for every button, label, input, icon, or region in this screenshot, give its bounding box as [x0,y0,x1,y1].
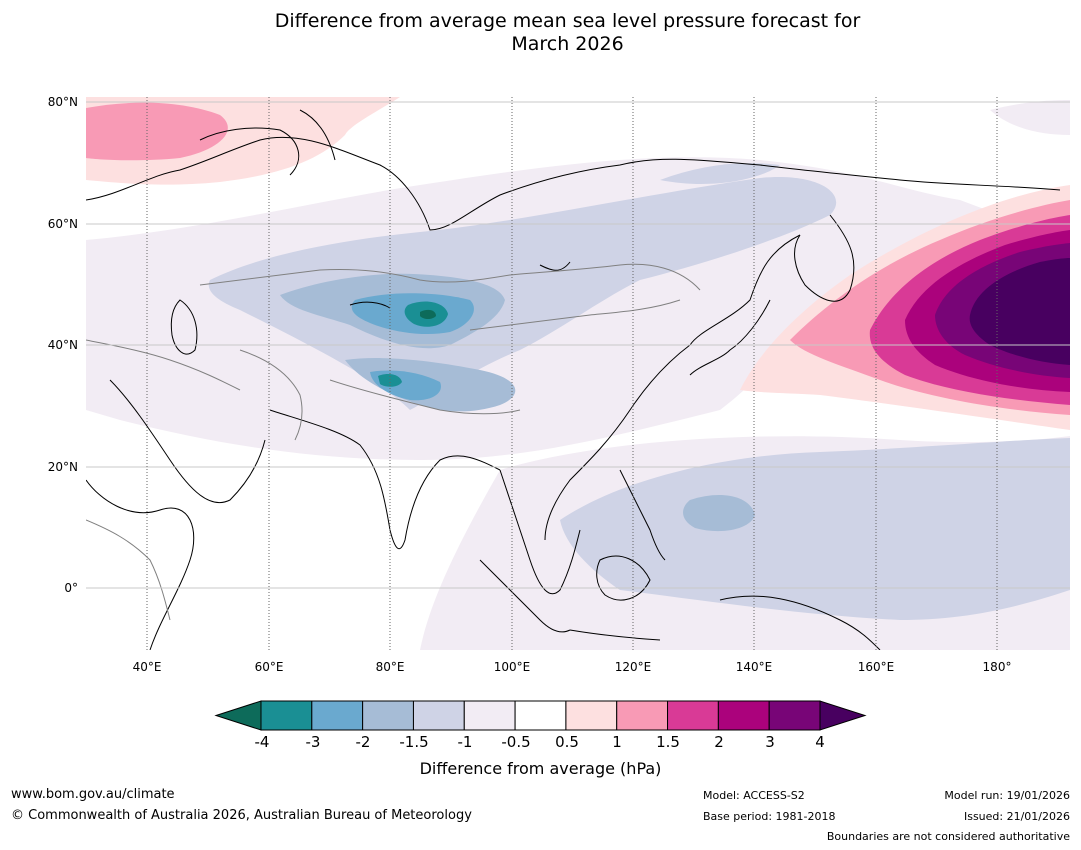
coastlines [86,109,1061,650]
positive-anomaly-fields [86,97,1070,430]
issued-text: Issued: 21/01/2026 [963,810,1070,823]
lat-label-80n: 80°N [47,95,78,109]
border-himalaya [329,379,521,415]
coastline-java [569,629,661,641]
negative-anomaly-fields [86,100,1070,650]
colorbar-tick: 3 [765,733,775,751]
border-mongolia-china [469,299,681,331]
coastline-novaya-zemlya [299,109,336,161]
anomaly-area-neg-1-south [560,438,1070,620]
coastline-philippines [619,469,666,561]
chart-title: Difference from average mean sea level p… [0,10,1081,56]
anomaly-area-neg-1_5-c [683,495,755,532]
colorbar-tick: -4 [254,733,270,751]
lon-label-160e: 160°E [857,660,895,674]
longitude-gridlines [146,97,998,650]
colorbar-tick: 2 [714,733,724,751]
coastline-kamchatka [794,214,855,302]
model-text: Model: ACCESS-S2 [703,789,805,802]
colorbar-under-arrow [214,700,262,731]
anomaly-area-neg-1 [208,177,837,410]
coastline-borneo [596,555,651,601]
lon-label-140e: 140°E [735,660,773,674]
coastline-japan [689,299,771,376]
coastline-eurasia-north [86,136,1061,231]
anomaly-area-neg-0_5-north [990,100,1070,135]
anomaly-area-neg-1-north [660,163,780,185]
border-central-asia [199,263,701,291]
coastline-new-guinea [719,595,881,650]
latitude-gridlines [86,101,1070,589]
lon-label-40e: 40°E [132,660,162,674]
lon-label-120e: 120°E [614,660,652,674]
colorbar-segments [260,700,821,731]
colorbar-segment [667,700,719,731]
copyright-text: © Commonwealth of Australia 2026, Austra… [11,808,472,823]
colorbar-segment [412,700,465,731]
country-borders [86,263,701,621]
coastline-africa-east [86,479,195,650]
coastline-baikal [539,261,571,271]
colorbar-segment [565,700,618,731]
colorbar-tick: -2 [355,733,371,751]
lon-label-60e: 60°E [254,660,284,674]
pressure-anomaly-map [86,97,1070,650]
colorbar-label: Difference from average (hPa) [419,759,662,778]
colorbar-tick: -1.5 [399,733,429,751]
colorbar-tick: -0.5 [501,733,531,751]
anomaly-area-neg-4 [420,309,436,319]
colorbar [214,700,867,731]
title-line-1: Difference from average mean sea level p… [274,10,861,32]
base-period-text: Base period: 1981-2018 [703,810,836,823]
lon-label-100e: 100°E [493,660,531,674]
coastline-arabia [109,379,266,504]
colorbar-tick: -1 [457,733,473,751]
colorbar-tick: 0.5 [555,733,579,751]
colorbar-tick: 1.5 [656,733,680,751]
colorbar-tick: 4 [815,733,825,751]
website-link[interactable]: www.bom.gov.au/climate [11,787,175,802]
lon-label-80e: 80°E [375,660,405,674]
coastline-caspian [170,299,198,355]
colorbar-segment [260,700,313,731]
coastline-lake-balkhash [349,301,391,309]
colorbar-segment [311,700,364,731]
colorbar-segment [768,700,821,731]
lat-label-0: 0° [64,581,78,595]
coastline-sumatra [479,559,571,633]
colorbar-tick: 1 [612,733,622,751]
lat-label-60n: 60°N [47,217,78,231]
title-line-2: March 2026 [511,33,624,55]
lon-label-180: 180° [982,660,1012,674]
model-run-text: Model run: 19/01/2026 [944,789,1070,802]
lat-label-40n: 40°N [47,338,78,352]
border-iran-pakistan [239,349,303,441]
colorbar-segment [616,700,669,731]
colorbar-tick: -3 [305,733,321,751]
border-africa [86,519,171,621]
lat-label-20n: 20°N [47,460,78,474]
coastline-india [269,409,501,550]
colorbar-segment [717,700,770,731]
anomaly-area-pos-1-north [86,102,228,161]
border-middle-east [86,339,241,391]
colorbar-segment [362,700,414,731]
colorbar-over-arrow [819,700,867,731]
disclaimer-text: Boundaries are not considered authoritat… [826,830,1070,843]
anomaly-area-pos-4-east [969,258,1070,365]
coastline-scandinavia [199,127,300,176]
coastline-indochina [499,469,581,595]
coastline-east-asia [544,234,801,541]
anomaly-area-neg-3-b [378,374,402,387]
colorbar-segment [463,700,516,731]
colorbar-segment [514,700,567,731]
colorbar-outline [260,700,821,731]
